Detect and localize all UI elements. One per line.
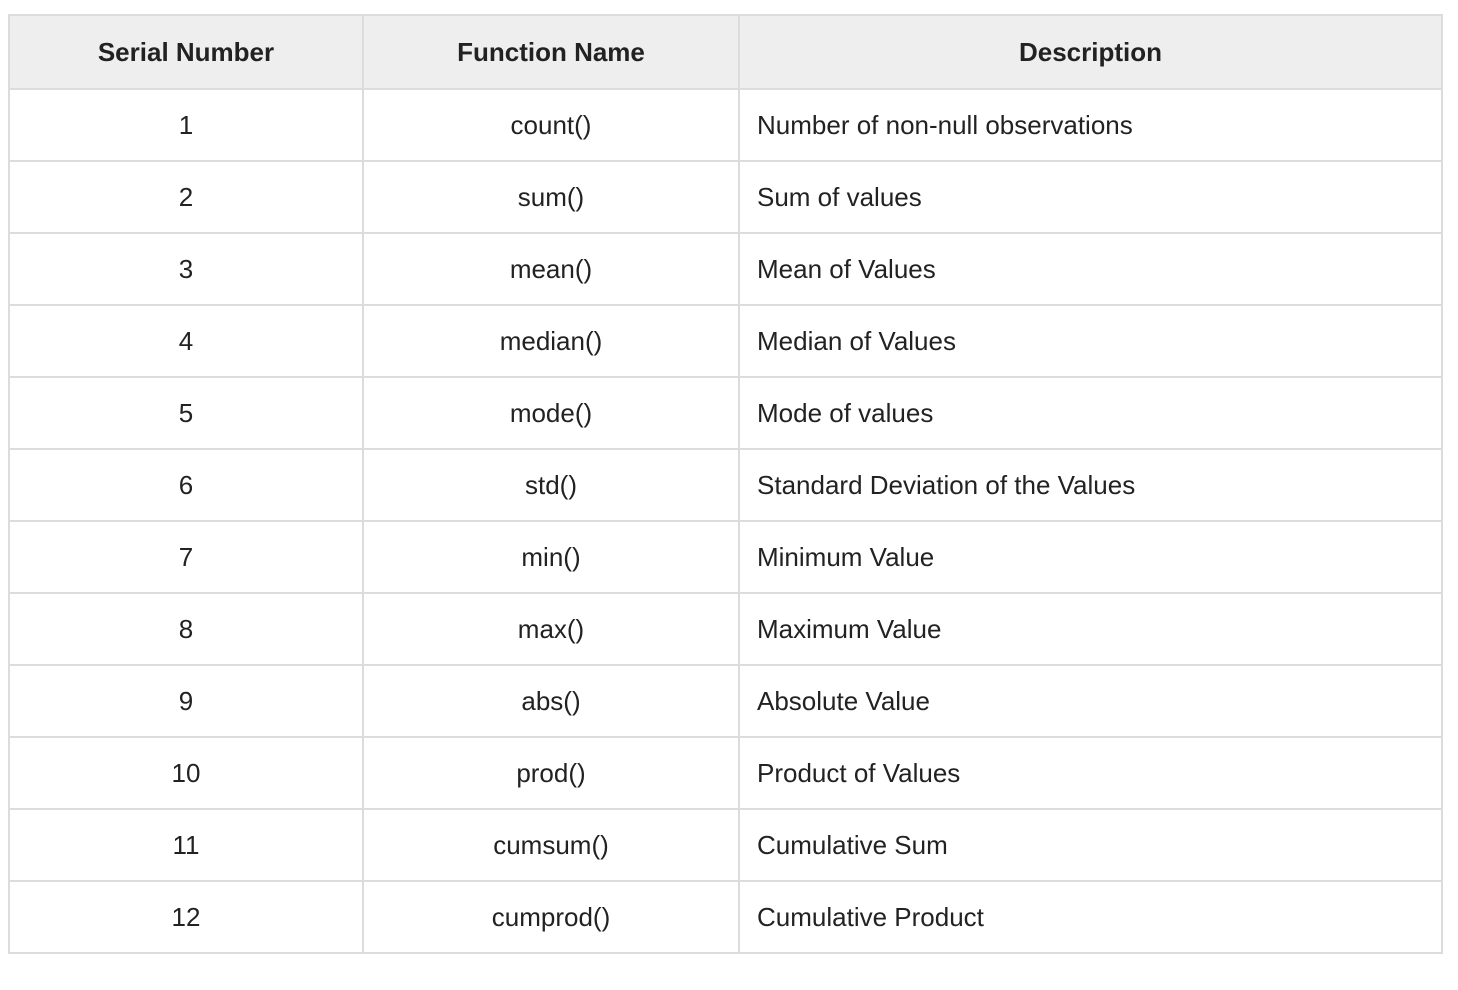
header-description: Description xyxy=(738,14,1443,90)
table-header: Serial Number Function Name Description xyxy=(8,14,1443,90)
function-name-cell: min() xyxy=(362,520,740,594)
header-row: Serial Number Function Name Description xyxy=(8,14,1443,90)
table-row: 6 std() Standard Deviation of the Values xyxy=(8,448,1443,522)
serial-number-cell: 2 xyxy=(8,160,364,234)
function-name-cell: max() xyxy=(362,592,740,666)
function-name-cell: cumprod() xyxy=(362,880,740,954)
description-cell: Cumulative Product xyxy=(738,880,1443,954)
table-row: 9 abs() Absolute Value xyxy=(8,664,1443,738)
table-row: 1 count() Number of non-null observation… xyxy=(8,88,1443,162)
table-row: 3 mean() Mean of Values xyxy=(8,232,1443,306)
function-name-cell: sum() xyxy=(362,160,740,234)
table-row: 5 mode() Mode of values xyxy=(8,376,1443,450)
serial-number-cell: 7 xyxy=(8,520,364,594)
serial-number-cell: 8 xyxy=(8,592,364,666)
description-cell: Median of Values xyxy=(738,304,1443,378)
description-cell: Product of Values xyxy=(738,736,1443,810)
serial-number-cell: 6 xyxy=(8,448,364,522)
serial-number-cell: 11 xyxy=(8,808,364,882)
description-cell: Number of non-null observations xyxy=(738,88,1443,162)
function-name-cell: mode() xyxy=(362,376,740,450)
table-body: 1 count() Number of non-null observation… xyxy=(8,88,1443,954)
header-serial-number: Serial Number xyxy=(8,14,364,90)
description-cell: Mean of Values xyxy=(738,232,1443,306)
table-row: 11 cumsum() Cumulative Sum xyxy=(8,808,1443,882)
description-cell: Absolute Value xyxy=(738,664,1443,738)
description-cell: Minimum Value xyxy=(738,520,1443,594)
header-function-name: Function Name xyxy=(362,14,740,90)
description-cell: Cumulative Sum xyxy=(738,808,1443,882)
description-cell: Sum of values xyxy=(738,160,1443,234)
function-name-cell: cumsum() xyxy=(362,808,740,882)
serial-number-cell: 9 xyxy=(8,664,364,738)
description-cell: Standard Deviation of the Values xyxy=(738,448,1443,522)
function-name-cell: mean() xyxy=(362,232,740,306)
serial-number-cell: 10 xyxy=(8,736,364,810)
description-cell: Maximum Value xyxy=(738,592,1443,666)
table-row: 2 sum() Sum of values xyxy=(8,160,1443,234)
function-name-cell: std() xyxy=(362,448,740,522)
serial-number-cell: 1 xyxy=(8,88,364,162)
description-cell: Mode of values xyxy=(738,376,1443,450)
function-name-cell: median() xyxy=(362,304,740,378)
serial-number-cell: 4 xyxy=(8,304,364,378)
function-name-cell: count() xyxy=(362,88,740,162)
function-name-cell: prod() xyxy=(362,736,740,810)
function-name-cell: abs() xyxy=(362,664,740,738)
serial-number-cell: 3 xyxy=(8,232,364,306)
table-row: 12 cumprod() Cumulative Product xyxy=(8,880,1443,954)
functions-table-container: Serial Number Function Name Description … xyxy=(8,14,1443,954)
table-row: 8 max() Maximum Value xyxy=(8,592,1443,666)
table-row: 7 min() Minimum Value xyxy=(8,520,1443,594)
functions-table: Serial Number Function Name Description … xyxy=(8,14,1443,954)
table-row: 4 median() Median of Values xyxy=(8,304,1443,378)
serial-number-cell: 5 xyxy=(8,376,364,450)
table-row: 10 prod() Product of Values xyxy=(8,736,1443,810)
serial-number-cell: 12 xyxy=(8,880,364,954)
